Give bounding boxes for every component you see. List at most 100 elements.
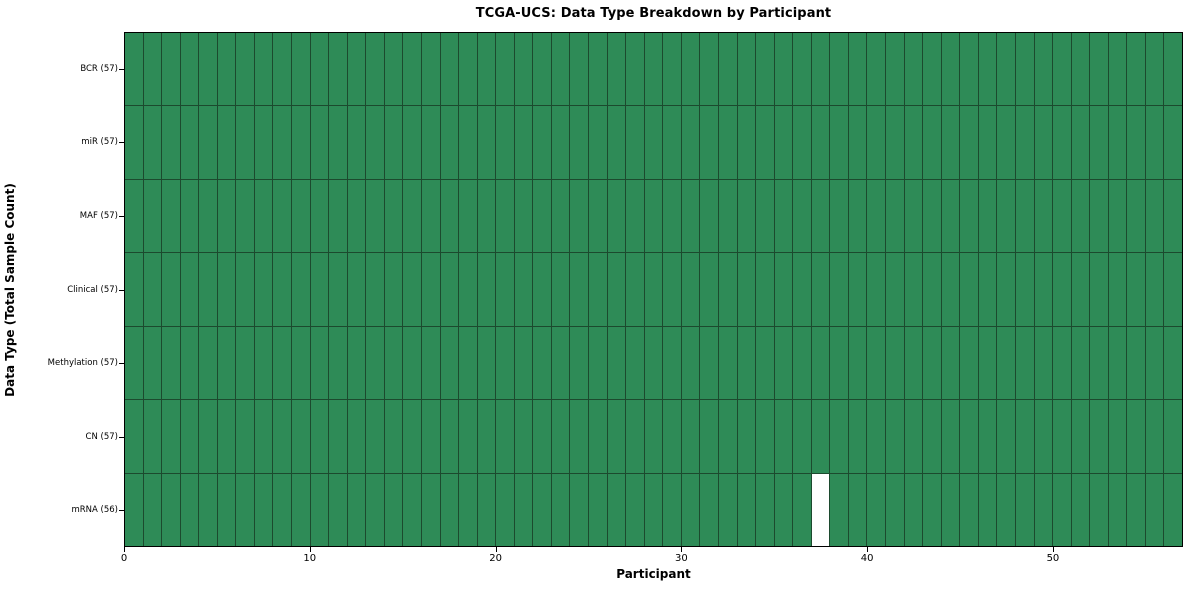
heatmap-cell-present bbox=[236, 400, 254, 473]
heatmap-cell-present bbox=[570, 106, 589, 179]
heatmap-cell-present bbox=[997, 33, 1015, 106]
heatmap-cell-present bbox=[923, 106, 941, 179]
heatmap-cell-present bbox=[718, 400, 737, 473]
heatmap-cell-present bbox=[589, 253, 607, 326]
heatmap-cell-present bbox=[477, 326, 496, 400]
heatmap-cell-present bbox=[273, 179, 292, 253]
heatmap-cell-present bbox=[700, 400, 718, 473]
heatmap-cell-present bbox=[384, 179, 403, 253]
heatmap-cell-present bbox=[848, 253, 867, 326]
heatmap-cell-present bbox=[143, 253, 162, 326]
heatmap-cell-present bbox=[217, 179, 236, 253]
heatmap-cell-present bbox=[830, 400, 848, 473]
heatmap-cell-present bbox=[477, 253, 496, 326]
heatmap-cell-present bbox=[886, 400, 904, 473]
heatmap-cell-present bbox=[180, 179, 199, 253]
heatmap-cell-present bbox=[1090, 473, 1108, 546]
heatmap-cell-present bbox=[607, 33, 626, 106]
heatmap-cell-present bbox=[1090, 106, 1108, 179]
heatmap-cell-present bbox=[236, 33, 254, 106]
heatmap-cell-present bbox=[978, 33, 997, 106]
heatmap-cell-present bbox=[737, 33, 756, 106]
heatmap-cell-present bbox=[681, 400, 700, 473]
heatmap-cell-present bbox=[681, 179, 700, 253]
heatmap-cell-present bbox=[848, 400, 867, 473]
heatmap-cell-present bbox=[626, 33, 644, 106]
heatmap-cell-present bbox=[1034, 400, 1053, 473]
heatmap-cell-present bbox=[997, 253, 1015, 326]
heatmap-cell-present bbox=[997, 400, 1015, 473]
heatmap-cell-present bbox=[1127, 33, 1145, 106]
heatmap-cell-present bbox=[551, 326, 570, 400]
heatmap-cell-present bbox=[793, 253, 811, 326]
heatmap-cell-present bbox=[162, 326, 180, 400]
heatmap-cell-present bbox=[199, 179, 217, 253]
heatmap-cell-present bbox=[310, 33, 329, 106]
heatmap-cell-present bbox=[960, 473, 978, 546]
heatmap-cell-present bbox=[366, 179, 384, 253]
heatmap-cell-present bbox=[217, 106, 236, 179]
heatmap-cell-present bbox=[867, 179, 886, 253]
heatmap-cell-present bbox=[737, 400, 756, 473]
heatmap-cell-present bbox=[867, 400, 886, 473]
heatmap-cell-present bbox=[366, 33, 384, 106]
heatmap-cell-present bbox=[1015, 179, 1034, 253]
heatmap-cell-present bbox=[329, 33, 347, 106]
heatmap-cell-present bbox=[533, 33, 551, 106]
heatmap-cell-present bbox=[347, 326, 366, 400]
heatmap-cell-present bbox=[459, 326, 477, 400]
heatmap-cell-present bbox=[421, 106, 440, 179]
heatmap-cell-present bbox=[774, 106, 793, 179]
heatmap-cell-present bbox=[217, 326, 236, 400]
heatmap-cell-present bbox=[589, 473, 607, 546]
ytick-label-Methylation: Methylation (57) bbox=[47, 358, 118, 369]
heatmap-cell-present bbox=[162, 33, 180, 106]
heatmap-cell-present bbox=[978, 106, 997, 179]
heatmap-cell-present bbox=[551, 106, 570, 179]
heatmap-cell-present bbox=[162, 253, 180, 326]
heatmap-cell-present bbox=[941, 253, 960, 326]
heatmap-cell-present bbox=[292, 106, 310, 179]
heatmap-cell-present bbox=[403, 326, 421, 400]
heatmap-cell-present bbox=[440, 253, 459, 326]
heatmap-cell-present bbox=[421, 179, 440, 253]
heatmap-cell-present bbox=[1164, 473, 1182, 546]
heatmap-cell-present bbox=[1034, 326, 1053, 400]
heatmap-cell-present bbox=[310, 106, 329, 179]
heatmap-cell-present bbox=[292, 179, 310, 253]
heatmap-grid bbox=[125, 33, 1182, 546]
heatmap-cell-present bbox=[570, 400, 589, 473]
heatmap-cell-present bbox=[1071, 326, 1090, 400]
heatmap-cell-present bbox=[1015, 400, 1034, 473]
heatmap-cell-present bbox=[496, 253, 514, 326]
heatmap-cell-present bbox=[589, 400, 607, 473]
heatmap-cell-present bbox=[366, 473, 384, 546]
heatmap-cell-present bbox=[663, 33, 681, 106]
heatmap-cell-present bbox=[960, 400, 978, 473]
heatmap-cell-present bbox=[292, 473, 310, 546]
heatmap-cell-present bbox=[830, 106, 848, 179]
heatmap-cell-present bbox=[477, 106, 496, 179]
heatmap-cell-present bbox=[718, 179, 737, 253]
heatmap-cell-present bbox=[440, 106, 459, 179]
heatmap-cell-present bbox=[347, 400, 366, 473]
heatmap-cell-present bbox=[180, 33, 199, 106]
heatmap-cell-present bbox=[143, 106, 162, 179]
heatmap-cell-present bbox=[1071, 400, 1090, 473]
heatmap-cell-present bbox=[626, 253, 644, 326]
heatmap-cell-present bbox=[143, 473, 162, 546]
heatmap-cell-present bbox=[811, 106, 830, 179]
heatmap-cell-present bbox=[254, 400, 273, 473]
heatmap-cell-present bbox=[384, 253, 403, 326]
heatmap-cell-present bbox=[700, 326, 718, 400]
heatmap-cell-present bbox=[459, 106, 477, 179]
heatmap-cell-present bbox=[199, 253, 217, 326]
heatmap-cell-present bbox=[514, 473, 533, 546]
ytick-label-mRNA: mRNA (56) bbox=[71, 505, 118, 516]
heatmap-cell-present bbox=[496, 326, 514, 400]
heatmap-cell-present bbox=[867, 326, 886, 400]
heatmap-cell-present bbox=[143, 33, 162, 106]
heatmap-cell-present bbox=[366, 400, 384, 473]
heatmap-cell-present bbox=[886, 179, 904, 253]
heatmap-cell-present bbox=[1071, 253, 1090, 326]
